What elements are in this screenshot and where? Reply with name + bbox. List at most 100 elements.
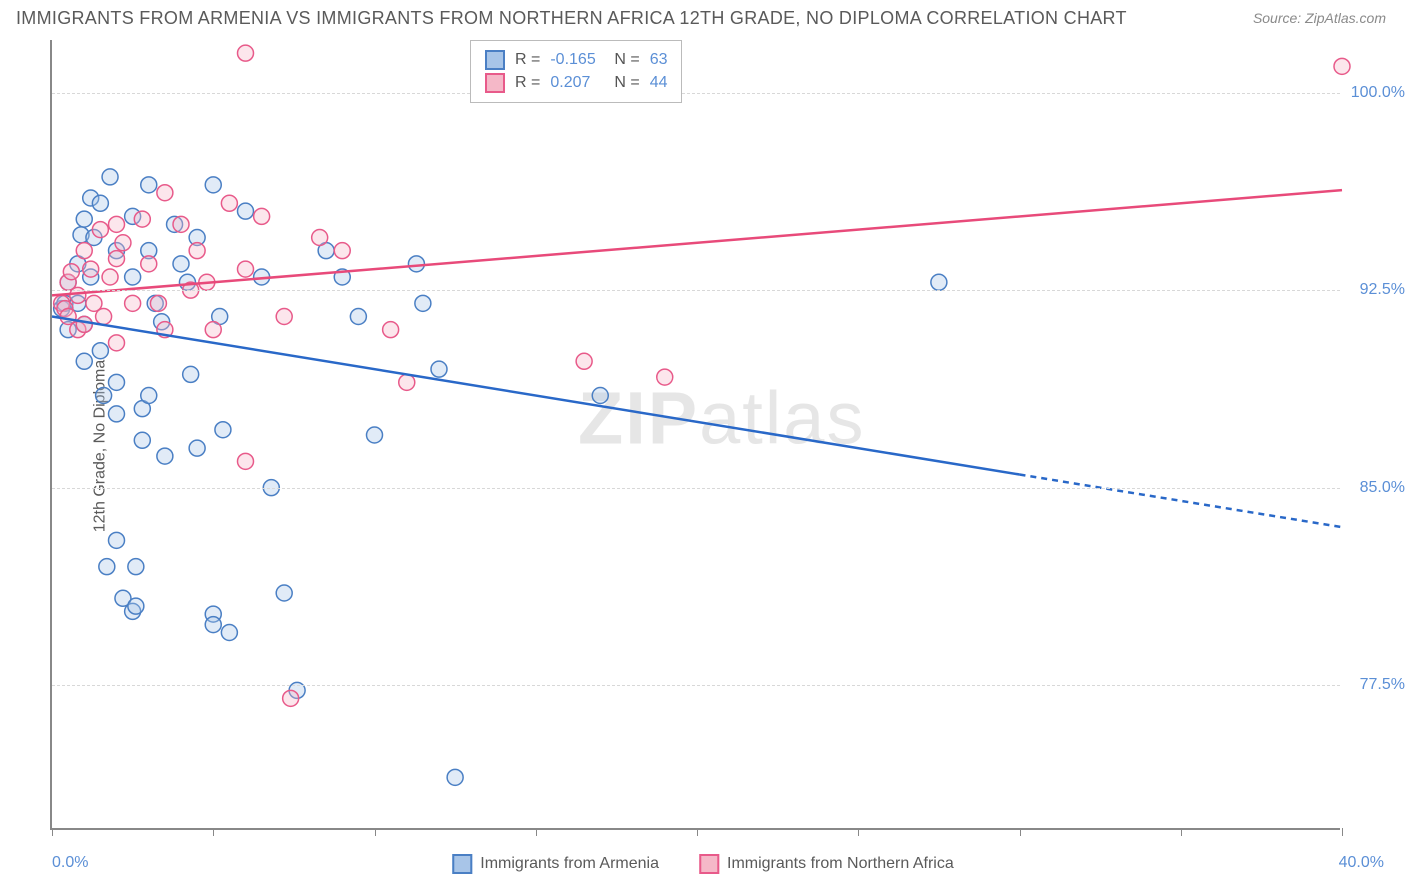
scatter-point bbox=[173, 216, 189, 232]
legend-top: R =-0.165N =63R =0.207N =44 bbox=[470, 40, 682, 103]
scatter-point bbox=[134, 211, 150, 227]
scatter-point bbox=[76, 316, 92, 332]
scatter-point bbox=[92, 343, 108, 359]
x-axis-min-label: 0.0% bbox=[52, 854, 88, 872]
scatter-point bbox=[109, 406, 125, 422]
y-tick-label: 85.0% bbox=[1360, 479, 1405, 497]
scatter-point bbox=[76, 243, 92, 259]
scatter-point bbox=[125, 295, 141, 311]
legend-swatch bbox=[485, 73, 505, 93]
scatter-point bbox=[109, 335, 125, 351]
scatter-point bbox=[205, 177, 221, 193]
gridline bbox=[52, 685, 1340, 686]
scatter-point bbox=[141, 388, 157, 404]
x-tick bbox=[1181, 828, 1182, 836]
legend-swatch bbox=[452, 854, 472, 874]
scatter-point bbox=[109, 216, 125, 232]
scatter-point bbox=[189, 243, 205, 259]
scatter-point bbox=[76, 211, 92, 227]
scatter-point bbox=[408, 256, 424, 272]
scatter-point bbox=[399, 374, 415, 390]
scatter-point bbox=[109, 251, 125, 267]
scatter-point bbox=[189, 440, 205, 456]
legend-row: R = 0.207 N = 44 bbox=[485, 73, 667, 93]
scatter-point bbox=[96, 309, 112, 325]
scatter-point bbox=[92, 195, 108, 211]
scatter-point bbox=[173, 256, 189, 272]
scatter-point bbox=[109, 532, 125, 548]
scatter-point bbox=[383, 322, 399, 338]
scatter-point bbox=[238, 203, 254, 219]
scatter-point bbox=[276, 309, 292, 325]
y-tick-label: 92.5% bbox=[1360, 281, 1405, 299]
legend-bottom: Immigrants from Armenia Immigrants from N… bbox=[452, 854, 953, 874]
source-label: Source: ZipAtlas.com bbox=[1253, 10, 1386, 26]
scatter-point bbox=[431, 361, 447, 377]
scatter-point bbox=[367, 427, 383, 443]
legend-n-label: N = bbox=[614, 74, 639, 92]
scatter-point bbox=[115, 235, 131, 251]
scatter-point bbox=[283, 690, 299, 706]
legend-bottom-label: Immigrants from Armenia bbox=[480, 855, 659, 873]
x-axis-max-label: 40.0% bbox=[1339, 854, 1384, 872]
scatter-point bbox=[576, 353, 592, 369]
scatter-point bbox=[221, 625, 237, 641]
scatter-point bbox=[63, 264, 79, 280]
legend-bottom-label: Immigrants from Northern Africa bbox=[727, 855, 954, 873]
scatter-point bbox=[102, 269, 118, 285]
legend-r-value: -0.165 bbox=[550, 51, 604, 69]
scatter-point bbox=[447, 769, 463, 785]
legend-n-label: N = bbox=[614, 51, 639, 69]
scatter-point bbox=[238, 261, 254, 277]
legend-swatch bbox=[699, 854, 719, 874]
trend-line-dash bbox=[1020, 475, 1343, 528]
scatter-point bbox=[83, 261, 99, 277]
scatter-point bbox=[76, 353, 92, 369]
plot-area: ZIPatlas 77.5%85.0%92.5%100.0% bbox=[50, 40, 1340, 830]
x-tick bbox=[697, 828, 698, 836]
scatter-point bbox=[350, 309, 366, 325]
scatter-point bbox=[312, 230, 328, 246]
scatter-point bbox=[276, 585, 292, 601]
scatter-point bbox=[1334, 58, 1350, 74]
gridline bbox=[52, 93, 1340, 94]
scatter-point bbox=[205, 322, 221, 338]
scatter-point bbox=[125, 269, 141, 285]
x-tick bbox=[1342, 828, 1343, 836]
chart-title: IMMIGRANTS FROM ARMENIA VS IMMIGRANTS FR… bbox=[16, 8, 1127, 29]
scatter-point bbox=[150, 295, 166, 311]
scatter-point bbox=[157, 185, 173, 201]
legend-r-label: R = bbox=[515, 74, 540, 92]
scatter-point bbox=[141, 256, 157, 272]
scatter-point bbox=[238, 453, 254, 469]
legend-r-label: R = bbox=[515, 51, 540, 69]
scatter-point bbox=[238, 45, 254, 61]
scatter-point bbox=[157, 448, 173, 464]
y-tick-label: 100.0% bbox=[1351, 84, 1405, 102]
gridline bbox=[52, 488, 1340, 489]
scatter-point bbox=[99, 559, 115, 575]
scatter-point bbox=[415, 295, 431, 311]
scatter-point bbox=[592, 388, 608, 404]
x-tick bbox=[1020, 828, 1021, 836]
legend-bottom-item: Immigrants from Armenia bbox=[452, 854, 659, 874]
x-tick bbox=[858, 828, 859, 836]
scatter-point bbox=[109, 374, 125, 390]
scatter-point bbox=[96, 388, 112, 404]
legend-row: R =-0.165N =63 bbox=[485, 50, 667, 70]
scatter-point bbox=[183, 366, 199, 382]
x-tick bbox=[536, 828, 537, 836]
y-tick-label: 77.5% bbox=[1360, 676, 1405, 694]
scatter-point bbox=[102, 169, 118, 185]
legend-n-value: 44 bbox=[650, 74, 668, 92]
scatter-point bbox=[141, 177, 157, 193]
scatter-point bbox=[657, 369, 673, 385]
legend-r-value: 0.207 bbox=[550, 74, 604, 92]
scatter-point bbox=[215, 422, 231, 438]
scatter-point bbox=[205, 617, 221, 633]
x-tick bbox=[52, 828, 53, 836]
scatter-point bbox=[334, 243, 350, 259]
scatter-point bbox=[128, 559, 144, 575]
scatter-point bbox=[92, 222, 108, 238]
scatter-point bbox=[931, 274, 947, 290]
